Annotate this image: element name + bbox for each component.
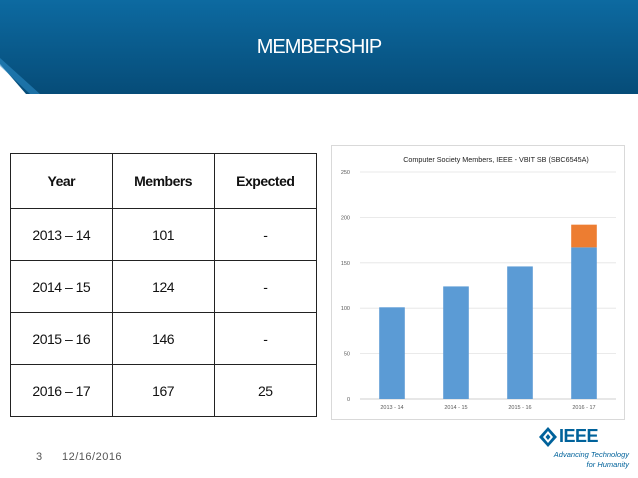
table-row: 2016 – 17 167 25 (10, 364, 318, 417)
x-tick-label: 2015 - 16 (508, 405, 531, 411)
membership-table: Year Members Expected 2013 – 14 101 - 20… (10, 153, 318, 417)
bar-members (571, 247, 597, 399)
y-tick-label: 150 (341, 261, 350, 267)
cell-year: 2016 – 17 (10, 364, 113, 417)
cell-members: 124 (111, 260, 215, 313)
y-tick-label: 250 (341, 170, 350, 176)
header-members: Members (111, 153, 215, 209)
cell-expected: - (213, 208, 318, 261)
banner-background (0, 0, 638, 94)
title-banner: MEMBERSHIP (0, 0, 638, 94)
chart-y-ticks: 0 50 100 150 200 250 (341, 170, 350, 403)
cell-expected: - (213, 260, 318, 313)
chart-x-ticks: 2013 - 14 2014 - 15 2015 - 16 2016 - 17 (380, 405, 595, 411)
membership-chart: Computer Society Members, IEEE - VBIT SB… (331, 145, 625, 420)
cell-expected: - (213, 312, 318, 365)
ieee-logo: IEEE Advancing Technology for Humanity (539, 426, 629, 469)
chart-title: Computer Society Members, IEEE - VBIT SB… (403, 155, 589, 164)
y-tick-label: 100 (341, 306, 350, 312)
bar-members (379, 307, 405, 399)
bar-members (443, 286, 469, 399)
bar-members (507, 266, 533, 399)
table-row: 2013 – 14 101 - (10, 208, 318, 261)
x-tick-label: 2014 - 15 (444, 405, 467, 411)
slide-date: 12/16/2016 (62, 451, 123, 463)
header-year: Year (10, 153, 113, 209)
y-tick-label: 200 (341, 215, 350, 221)
cell-members: 167 (111, 364, 215, 417)
x-tick-label: 2013 - 14 (380, 405, 403, 411)
cell-year: 2013 – 14 (10, 208, 113, 261)
cell-expected: 25 (213, 364, 318, 417)
table-row: 2014 – 15 124 - (10, 260, 318, 313)
chart-bars (379, 224, 597, 399)
bar-expected (571, 224, 597, 248)
header-expected: Expected (213, 153, 318, 209)
ieee-diamond-icon (539, 427, 557, 447)
membership-table-container: Year Members Expected 2013 – 14 101 - 20… (10, 153, 318, 417)
cell-year: 2015 – 16 (10, 312, 113, 365)
x-tick-label: 2016 - 17 (572, 405, 595, 411)
ieee-wordmark: IEEE (559, 426, 599, 446)
y-tick-label: 50 (344, 352, 350, 358)
ieee-tagline-line2: for Humanity (586, 460, 629, 469)
cell-year: 2014 – 15 (10, 260, 113, 313)
table-header-row: Year Members Expected (10, 153, 318, 209)
table-row: 2015 – 16 146 - (10, 312, 318, 365)
chart-svg: Computer Society Members, IEEE - VBIT SB… (341, 155, 616, 411)
y-tick-label: 0 (347, 397, 350, 403)
ieee-tagline-line1: Advancing Technology (553, 450, 629, 459)
cell-members: 101 (111, 208, 215, 261)
slide-title: MEMBERSHIP (256, 36, 382, 58)
cell-members: 146 (111, 312, 215, 365)
page-number: 3 (36, 451, 43, 463)
